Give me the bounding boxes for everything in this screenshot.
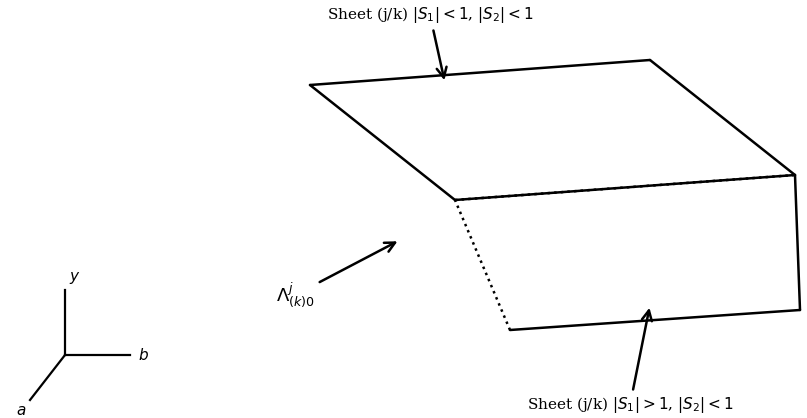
Text: $y$: $y$ (69, 270, 81, 286)
Text: $\Lambda^j_{(k)0}$: $\Lambda^j_{(k)0}$ (275, 242, 395, 310)
Text: Sheet (j/k) $|S_1|>1$, $|S_2|<1$: Sheet (j/k) $|S_1|>1$, $|S_2|<1$ (527, 311, 734, 415)
Text: Sheet (j/k) $|S_1|<1$, $|S_2|<1$: Sheet (j/k) $|S_1|<1$, $|S_2|<1$ (327, 5, 533, 78)
Text: $b$: $b$ (138, 347, 149, 363)
Text: $a$: $a$ (15, 404, 26, 418)
